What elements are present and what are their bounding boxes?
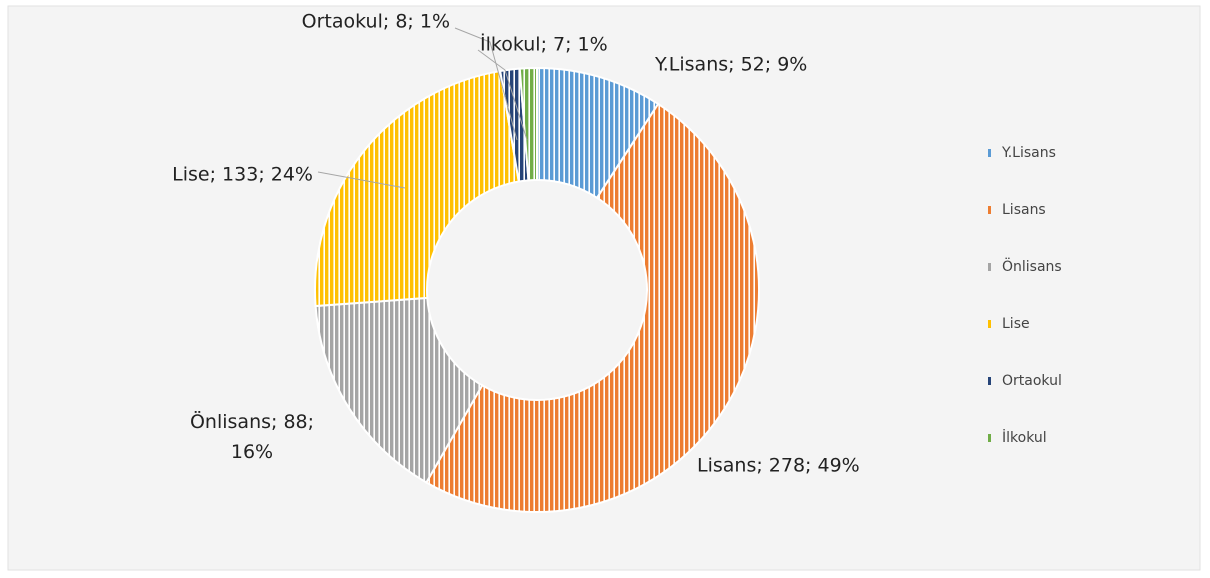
- legend-label: Ortaokul: [1002, 373, 1062, 389]
- leader-line: [477, 49, 528, 141]
- donut-slice: [314, 69, 520, 308]
- legend-marker: [988, 377, 991, 385]
- data-label: Lise; 133; 24%: [172, 164, 313, 186]
- leader-line: [454, 27, 518, 141]
- legend-marker: [988, 206, 991, 214]
- legend-label: İlkokul: [1002, 428, 1047, 446]
- legend-marker: [988, 320, 991, 328]
- data-label: Lisans; 278; 49%: [697, 455, 860, 477]
- legend-marker: [988, 434, 991, 442]
- legend-label: Y.Lisans: [1001, 145, 1056, 161]
- data-label: İlkokul; 7; 1%: [480, 33, 608, 56]
- donut-slice: [314, 296, 484, 484]
- legend-marker: [988, 149, 991, 157]
- legend-marker: [988, 263, 991, 271]
- legend-label: Lise: [1002, 316, 1030, 332]
- donut-slice: [518, 66, 538, 182]
- data-label: Önlisans; 88; 16%: [190, 410, 314, 463]
- legend-label: Önlisans: [1002, 257, 1062, 275]
- leader-line: [317, 171, 406, 189]
- legend-label: Lisans: [1002, 202, 1046, 218]
- data-label: Y.Lisans; 52; 9%: [654, 54, 807, 76]
- donut-slice: [424, 102, 761, 513]
- data-label: Ortaokul; 8; 1%: [302, 11, 450, 33]
